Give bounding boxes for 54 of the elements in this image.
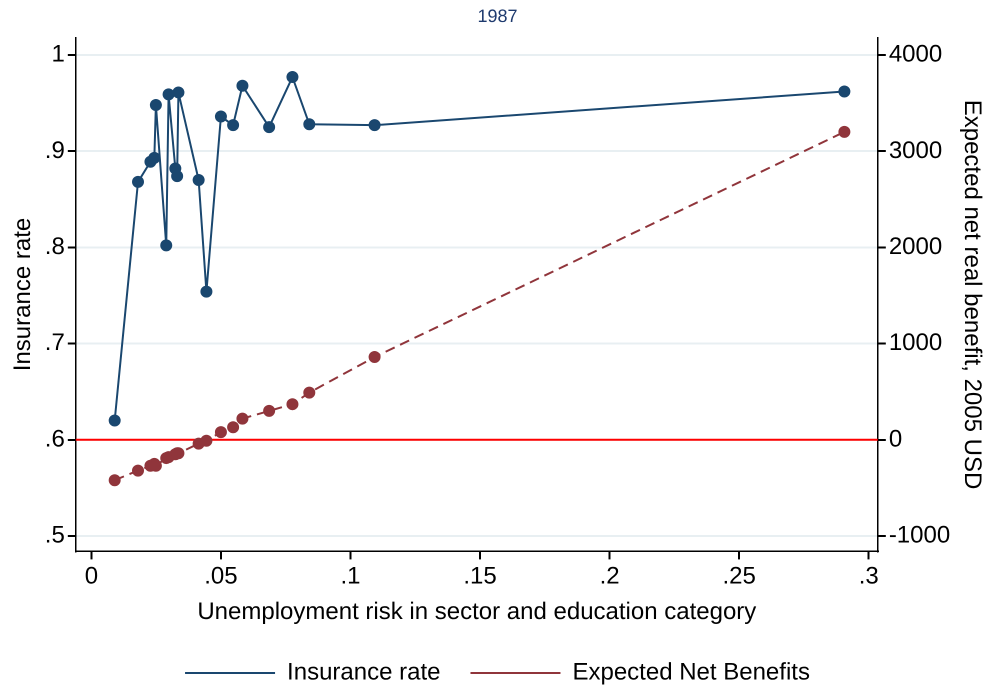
- x-tick-label: .05: [204, 562, 238, 590]
- y2-tick-label: 4000: [888, 40, 942, 68]
- point: [214, 426, 227, 438]
- point: [227, 119, 240, 132]
- y-tick-label: .7: [44, 329, 65, 356]
- y-axis-title: Insurance rate: [9, 218, 36, 372]
- point: [227, 421, 240, 434]
- x-tick-label: 0: [84, 562, 98, 590]
- x-tick-label: .25: [722, 562, 756, 590]
- y2-tick-label: 1000: [888, 329, 942, 356]
- chart-title: 1987: [477, 6, 518, 26]
- x-axis-title: Unemployment risk in sector and education category: [197, 598, 756, 626]
- point: [108, 474, 121, 486]
- legend-label: Insurance rate: [287, 658, 440, 686]
- point: [200, 286, 212, 298]
- point: [286, 398, 298, 410]
- x-tick-label: .3: [858, 562, 879, 590]
- y2-tick-label: -1000: [888, 522, 950, 549]
- point: [132, 464, 144, 477]
- point: [160, 239, 172, 252]
- point: [108, 414, 121, 427]
- point: [838, 126, 850, 138]
- point: [368, 119, 381, 132]
- point: [200, 434, 212, 447]
- point: [263, 121, 276, 134]
- y-tick-label: .5: [44, 522, 65, 549]
- point: [838, 85, 850, 98]
- y2-axis-title: Expected net real benefit, 2005 USD: [958, 100, 986, 490]
- point: [303, 118, 316, 130]
- point: [214, 110, 227, 122]
- point: [172, 86, 184, 98]
- point: [171, 170, 184, 182]
- y-tick-label: 1: [51, 40, 65, 68]
- point: [148, 152, 160, 164]
- y2-tick-label: 3000: [888, 136, 942, 164]
- point: [286, 71, 298, 84]
- point: [132, 176, 144, 188]
- point: [236, 80, 248, 92]
- point: [368, 351, 381, 364]
- y-tick-label: .8: [44, 232, 65, 260]
- point: [263, 404, 276, 417]
- y-tick-label: .9: [44, 136, 65, 164]
- point: [150, 98, 162, 111]
- legend-label: Expected Net Benefits: [572, 658, 810, 686]
- point: [236, 412, 248, 425]
- point: [303, 386, 316, 399]
- point: [162, 88, 175, 100]
- y2-tick-label: 2000: [888, 232, 942, 260]
- x-tick-label: .15: [463, 562, 497, 590]
- x-tick-label: .2: [600, 562, 620, 590]
- point: [192, 174, 205, 186]
- y-tick-label: .6: [44, 425, 65, 452]
- x-tick-label: .1: [340, 562, 360, 590]
- y2-tick-label: 0: [888, 425, 902, 452]
